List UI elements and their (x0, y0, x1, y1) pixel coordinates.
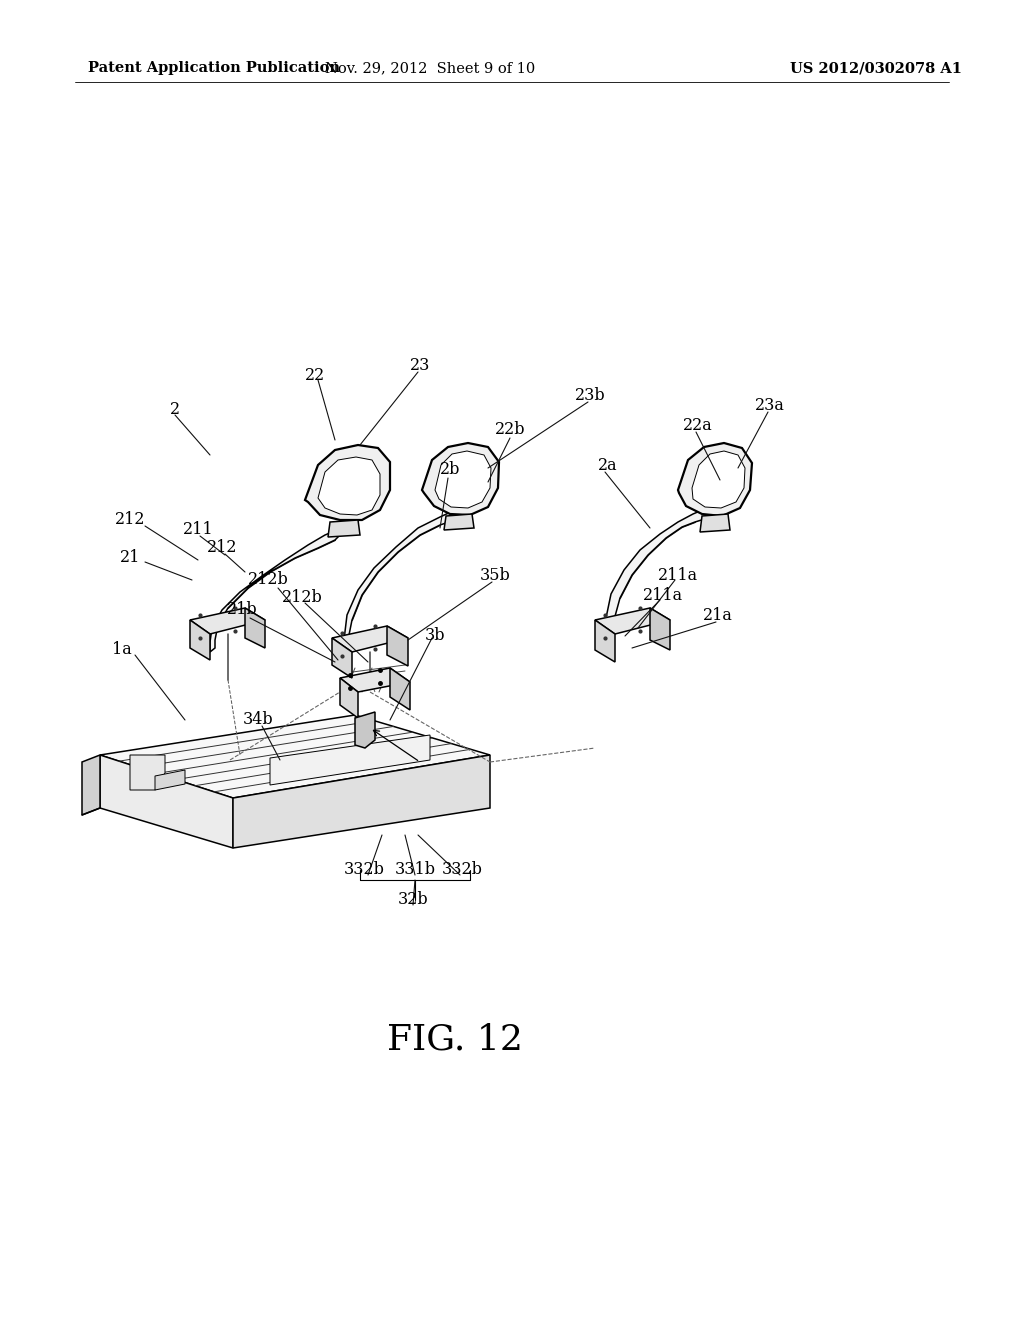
Polygon shape (678, 444, 752, 516)
Polygon shape (595, 620, 615, 663)
Text: Nov. 29, 2012  Sheet 9 of 10: Nov. 29, 2012 Sheet 9 of 10 (325, 61, 536, 75)
Polygon shape (100, 755, 233, 847)
Polygon shape (387, 626, 408, 667)
Text: 212b: 212b (282, 589, 323, 606)
Polygon shape (233, 755, 490, 847)
Text: 32b: 32b (397, 891, 428, 908)
Polygon shape (210, 531, 340, 652)
Text: 21a: 21a (703, 606, 733, 623)
Text: US 2012/0302078 A1: US 2012/0302078 A1 (790, 61, 962, 75)
Polygon shape (82, 755, 100, 814)
Polygon shape (390, 668, 410, 710)
Text: FIG. 12: FIG. 12 (387, 1023, 523, 1057)
Text: 22a: 22a (683, 417, 713, 433)
Text: 21: 21 (120, 549, 140, 566)
Text: 212: 212 (115, 511, 145, 528)
Polygon shape (692, 451, 745, 508)
Text: 211a: 211a (658, 566, 698, 583)
Text: 35b: 35b (479, 566, 510, 583)
Polygon shape (650, 609, 670, 649)
Polygon shape (595, 609, 670, 634)
Polygon shape (435, 451, 490, 508)
Polygon shape (100, 715, 490, 799)
Polygon shape (355, 711, 375, 748)
Text: 212b: 212b (248, 572, 289, 589)
Polygon shape (340, 678, 358, 718)
Polygon shape (444, 513, 474, 531)
Polygon shape (270, 735, 430, 785)
Polygon shape (318, 457, 380, 515)
Text: 2a: 2a (598, 457, 617, 474)
Polygon shape (328, 520, 360, 537)
Polygon shape (332, 638, 352, 678)
Polygon shape (155, 770, 185, 789)
Text: 23a: 23a (755, 396, 785, 413)
Text: 1a: 1a (112, 642, 132, 659)
Text: 21b: 21b (226, 602, 257, 619)
Polygon shape (700, 513, 730, 532)
Text: 2: 2 (170, 401, 180, 418)
Text: 211: 211 (182, 521, 213, 539)
Polygon shape (190, 620, 210, 660)
Text: 332b: 332b (441, 862, 482, 879)
Text: 34b: 34b (243, 711, 273, 729)
Polygon shape (245, 609, 265, 648)
Polygon shape (305, 445, 390, 520)
Polygon shape (130, 755, 165, 789)
Text: 331b: 331b (394, 862, 435, 879)
Text: 22: 22 (305, 367, 326, 384)
Text: 2b: 2b (440, 462, 460, 479)
Text: 3b: 3b (425, 627, 445, 644)
Text: 212: 212 (207, 540, 238, 557)
Text: Patent Application Publication: Patent Application Publication (88, 61, 340, 75)
Text: 23: 23 (410, 356, 430, 374)
Text: 211a: 211a (643, 586, 683, 603)
Polygon shape (332, 626, 408, 652)
Text: 332b: 332b (344, 862, 384, 879)
Polygon shape (190, 609, 265, 634)
Polygon shape (606, 508, 710, 648)
Polygon shape (422, 444, 499, 515)
Polygon shape (340, 668, 410, 692)
Text: 22b: 22b (495, 421, 525, 438)
Polygon shape (344, 510, 458, 665)
Text: 23b: 23b (574, 387, 605, 404)
